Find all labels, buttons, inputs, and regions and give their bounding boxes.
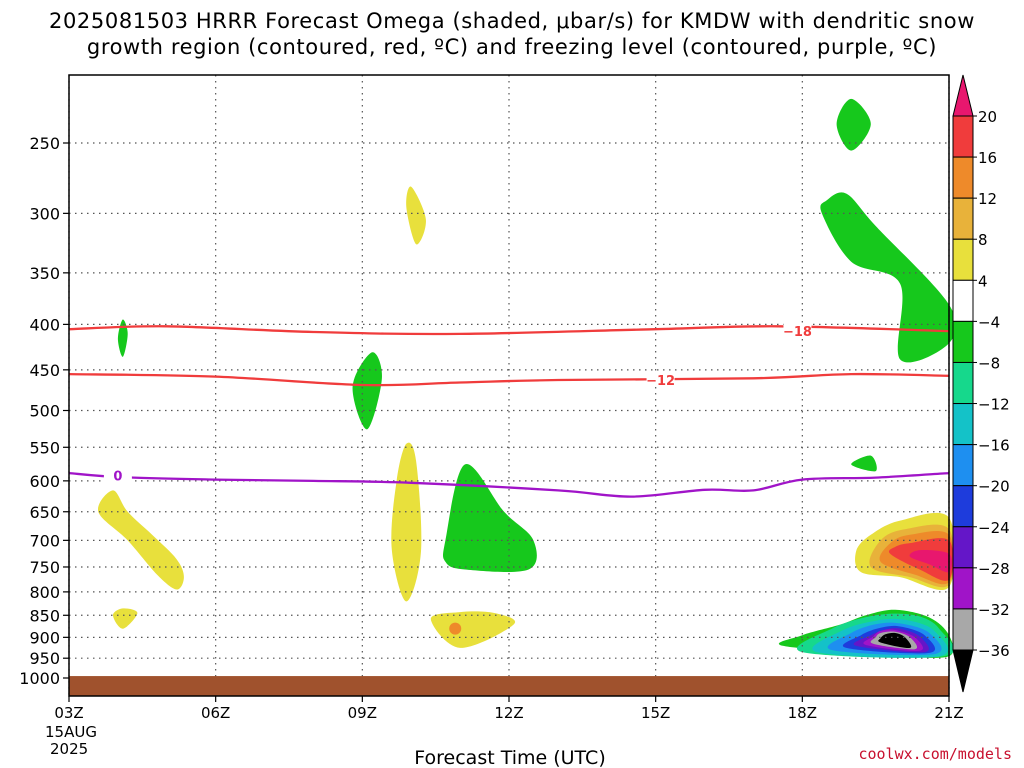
omega-shading: [97, 98, 957, 648]
y-tick-label-1000: 1000: [19, 669, 60, 688]
colorbar-box-8: [952, 403, 974, 446]
plot-frame: [69, 75, 949, 696]
y-tick-label-800: 800: [29, 583, 60, 602]
x-tick-label-03Z: 03Z: [54, 704, 83, 722]
y-tick-label-450: 450: [29, 361, 60, 380]
y-tick-label-250: 250: [29, 134, 60, 153]
omega-region-9: [836, 98, 871, 151]
omega-downward-core: [449, 512, 956, 658]
colorbar-box-4: [952, 238, 974, 281]
omega-region-8: [443, 464, 537, 572]
colorbar-box-2: [952, 156, 974, 199]
colorbar-label-10: −24: [978, 519, 1010, 537]
y-tick-label-600: 600: [29, 472, 60, 491]
contour-label-bg--18: [783, 323, 812, 339]
colorbar-label-0: 20: [978, 108, 997, 126]
omega-region-6: [117, 319, 128, 357]
plot-area: −18 −12 0: [68, 74, 957, 697]
omega-region-10: [820, 192, 957, 363]
colorbar-label-11: −28: [978, 560, 1010, 578]
y-tick-label-750: 750: [29, 558, 60, 577]
x-tick-label-15Z: 15Z: [641, 704, 670, 722]
contour-label-bg--12: [646, 371, 675, 387]
contour-line--18: [68, 325, 950, 336]
colorbar-label-12: −32: [978, 601, 1010, 619]
x-tick-label-21Z: 21Z: [934, 704, 963, 722]
colorbar-label-3: 8: [978, 231, 988, 249]
y-tick-label-300: 300: [29, 204, 60, 223]
chart-title-line-2: growth region (contoured, red, ºC) and f…: [87, 35, 937, 59]
chart-title-line-1: 2025081503 HRRR Forecast Omega (shaded, …: [49, 9, 975, 33]
omega-upward-layer-5: [909, 549, 953, 573]
omega-core-layer-9: [878, 632, 912, 649]
colorbar-box-5: [952, 279, 974, 322]
x-date-line-1: 15AUG: [45, 723, 97, 741]
y-tick-label-500: 500: [29, 402, 60, 421]
omega-region-7: [352, 352, 382, 430]
contour-label-bg-0: [103, 467, 132, 483]
y-tick-label-950: 950: [29, 649, 60, 668]
colorbar-box-1: [952, 115, 974, 158]
temperature-contours: −18 −12 0: [68, 323, 950, 498]
y-tick-label-400: 400: [29, 315, 60, 334]
x-axis-label: Forecast Time (UTC): [414, 747, 605, 768]
colorbar-label-9: −20: [978, 478, 1010, 496]
omega-region-4: [406, 186, 426, 245]
x-tick-label-12Z: 12Z: [494, 704, 523, 722]
colorbar-box-13: [952, 608, 974, 651]
contour-line--12: [68, 372, 950, 387]
colorbar-label-2: 12: [978, 190, 997, 208]
y-tick-label-700: 700: [29, 531, 60, 550]
colorbar: 20 16 12 8 4 −4 −8 −12 −16 −20 −24 −28 −32 −36: [952, 74, 1010, 693]
y-tick-label-850: 850: [29, 606, 60, 625]
colorbar-label-1: 16: [978, 149, 997, 167]
omega-region-1: [97, 490, 184, 590]
y-tick-label-550: 550: [29, 438, 60, 457]
y-axis: 250 300 350 400 450 500 550 600 650 700 750 800 850 9…: [19, 134, 69, 688]
colorbar-box-9: [952, 444, 974, 487]
contour-label--12: −12: [646, 374, 675, 389]
colorbar-box-6: [952, 320, 974, 363]
colorbar-bottom-arrow: [952, 649, 974, 693]
omega-region-5: [430, 611, 516, 648]
colorbar-label-7: −12: [978, 396, 1010, 414]
omega-region-11: [851, 455, 877, 472]
colorbar-label-13: −36: [978, 642, 1010, 660]
contour-label--18: −18: [783, 325, 812, 340]
x-tick-label-18Z: 18Z: [788, 704, 817, 722]
colorbar-label-6: −8: [978, 354, 1000, 372]
colorbar-label-5: −4: [978, 313, 1000, 331]
colorbar-box-3: [952, 197, 974, 240]
contour-line-0: [68, 471, 950, 498]
colorbar-box-7: [952, 361, 974, 405]
y-tick-label-650: 650: [29, 503, 60, 522]
x-axis: 03Z 06Z 09Z 12Z 15Z 18Z 21Z: [54, 696, 964, 722]
contour-label-0: 0: [113, 470, 122, 485]
colorbar-box-12: [952, 567, 974, 610]
credit-text: coolwx.com/models: [858, 745, 1012, 763]
colorbar-label-8: −16: [978, 437, 1010, 455]
ground-layer: [69, 676, 949, 696]
omega-local-max: [449, 622, 462, 635]
x-date-line-2: 2025: [50, 740, 88, 758]
y-tick-label-900: 900: [29, 628, 60, 647]
x-tick-label-06Z: 06Z: [201, 704, 230, 722]
y-tick-label-350: 350: [29, 264, 60, 283]
colorbar-label-4: 4: [978, 272, 988, 290]
omega-region-2: [113, 608, 138, 629]
colorbar-box-10: [952, 485, 974, 528]
colorbar-top-arrow: [952, 74, 974, 117]
colorbar-box-11: [952, 526, 974, 569]
x-tick-label-09Z: 09Z: [348, 704, 377, 722]
